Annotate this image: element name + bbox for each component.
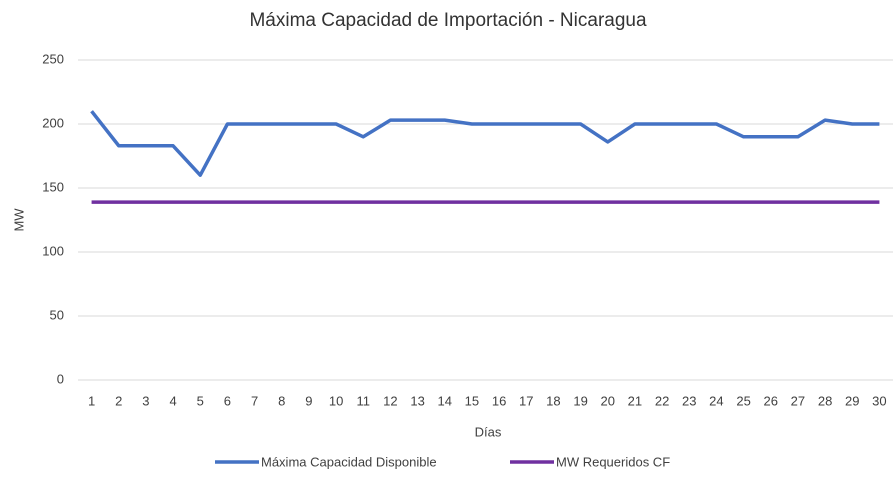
y-tick-label: 200: [42, 115, 64, 130]
x-tick-label: 10: [329, 393, 343, 408]
x-tick-label: 11: [357, 393, 371, 408]
x-tick-label: 23: [682, 393, 696, 408]
x-tick-label: 5: [197, 393, 204, 408]
x-tick-label: 13: [410, 393, 424, 408]
legend-label: Máxima Capacidad Disponible: [261, 454, 437, 469]
x-tick-label: 2: [115, 393, 122, 408]
y-tick-label: 50: [50, 307, 64, 322]
y-axis-label: MW: [11, 208, 26, 232]
x-tick-label: 17: [519, 393, 533, 408]
x-tick-label: 12: [383, 393, 397, 408]
x-tick-label: 19: [573, 393, 587, 408]
x-tick-label: 21: [628, 393, 642, 408]
x-tick-label: 16: [492, 393, 506, 408]
legend-label: MW Requeridos CF: [556, 454, 670, 469]
x-tick-label: 8: [278, 393, 285, 408]
x-tick-label: 25: [736, 393, 750, 408]
x-tick-label: 4: [169, 393, 176, 408]
x-tick-label: 14: [438, 393, 452, 408]
y-tick-label: 100: [42, 243, 64, 258]
x-tick-label: 27: [791, 393, 805, 408]
x-tick-label: 20: [601, 393, 615, 408]
y-tick-label: 250: [42, 51, 64, 66]
x-tick-label: 26: [764, 393, 778, 408]
x-tick-label: 15: [465, 393, 479, 408]
y-tick-label: 0: [57, 371, 64, 386]
x-tick-label: 9: [305, 393, 312, 408]
y-tick-label: 150: [42, 179, 64, 194]
x-tick-label: 24: [709, 393, 723, 408]
x-axis-label: Días: [475, 424, 502, 439]
x-tick-label: 22: [655, 393, 669, 408]
x-tick-label: 3: [142, 393, 149, 408]
x-tick-label: 29: [845, 393, 859, 408]
chart-title: Máxima Capacidad de Importación - Nicara…: [249, 10, 647, 31]
x-tick-label: 1: [88, 393, 95, 408]
x-tick-label: 28: [818, 393, 832, 408]
x-tick-label: 18: [546, 393, 560, 408]
x-tick-label: 6: [224, 393, 231, 408]
x-tick-label: 7: [251, 393, 258, 408]
series-line: [90, 110, 880, 177]
x-tick-label: 30: [872, 393, 886, 408]
